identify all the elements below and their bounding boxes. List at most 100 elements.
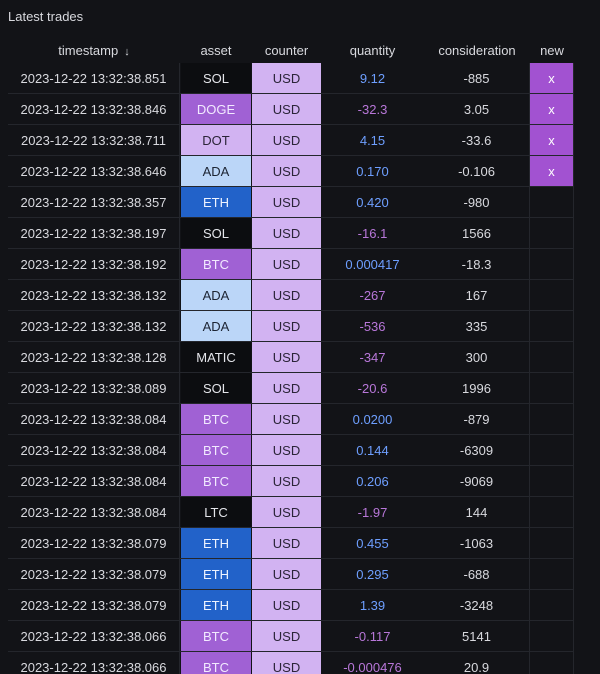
consideration-cell: -0.106	[424, 156, 530, 186]
column-header-new[interactable]: new	[540, 42, 564, 58]
counter-cell: USD	[252, 621, 321, 651]
asset-cell: SOL	[181, 218, 251, 248]
table-row: 2023-12-22 13:32:38.846 DOGE USD -32.3 3.05 x	[8, 94, 574, 125]
new-cell	[530, 621, 574, 651]
counter-cell: USD	[252, 435, 321, 465]
quantity-cell: 0.295	[356, 566, 389, 582]
quantity-cell: 9.12	[359, 70, 386, 86]
timestamp-cell: 2023-12-22 13:32:38.851	[8, 63, 180, 93]
counter-cell: USD	[252, 466, 321, 496]
column-header-consideration[interactable]: consideration	[438, 42, 516, 58]
asset-cell: ETH	[181, 590, 251, 620]
timestamp-cell: 2023-12-22 13:32:38.084	[8, 435, 180, 465]
table-row: 2023-12-22 13:32:38.066 BTC USD -0.000476 20…	[8, 652, 574, 674]
new-cell	[530, 342, 574, 372]
asset-cell: LTC	[181, 497, 251, 527]
new-cell	[530, 280, 574, 310]
counter-cell: USD	[252, 249, 321, 279]
asset-cell: ADA	[181, 280, 251, 310]
consideration-cell: 3.05	[424, 94, 530, 124]
counter-cell: USD	[252, 311, 321, 341]
consideration-cell: -980	[424, 187, 530, 217]
quantity-cell: 0.420	[356, 194, 389, 210]
table-header: timestamp ↓ asset counter quantity consid…	[8, 37, 574, 63]
column-header-label: timestamp	[58, 42, 119, 58]
consideration-cell: -688	[424, 559, 530, 589]
consideration-cell: -879	[424, 404, 530, 434]
asset-cell: ETH	[181, 559, 251, 589]
counter-cell: USD	[252, 342, 321, 372]
new-cell	[530, 373, 574, 403]
consideration-cell: 335	[424, 311, 530, 341]
table-row: 2023-12-22 13:32:38.711 DOT USD 4.15 -33.6 x	[8, 125, 574, 156]
quantity-cell: 0.206	[356, 473, 389, 489]
timestamp-cell: 2023-12-22 13:32:38.132	[8, 311, 180, 341]
column-header-quantity[interactable]: quantity	[349, 42, 396, 58]
table-row: 2023-12-22 13:32:38.079 ETH USD 1.39 -3248	[8, 590, 574, 621]
counter-cell: USD	[252, 280, 321, 310]
quantity-cell: -20.6	[357, 380, 388, 396]
timestamp-cell: 2023-12-22 13:32:38.084	[8, 466, 180, 496]
asset-cell: BTC	[181, 466, 251, 496]
timestamp-cell: 2023-12-22 13:32:38.084	[8, 404, 180, 434]
quantity-cell: -0.000476	[343, 659, 402, 674]
counter-cell: USD	[252, 497, 321, 527]
table-row: 2023-12-22 13:32:38.132 ADA USD -536 335	[8, 311, 574, 342]
consideration-cell: -3248	[424, 590, 530, 620]
counter-cell: USD	[252, 125, 321, 155]
table-row: 2023-12-22 13:32:38.128 MATIC USD -347 300	[8, 342, 574, 373]
quantity-cell: -0.117	[354, 628, 391, 644]
timestamp-cell: 2023-12-22 13:32:38.132	[8, 280, 180, 310]
quantity-cell: 0.144	[356, 442, 389, 458]
counter-cell: USD	[252, 590, 321, 620]
asset-cell: ADA	[181, 311, 251, 341]
new-cell	[530, 559, 574, 589]
new-cell	[530, 249, 574, 279]
timestamp-cell: 2023-12-22 13:32:38.128	[8, 342, 180, 372]
asset-cell: BTC	[181, 652, 251, 674]
counter-cell: USD	[252, 404, 321, 434]
asset-cell: BTC	[181, 249, 251, 279]
consideration-cell: 144	[424, 497, 530, 527]
timestamp-cell: 2023-12-22 13:32:38.079	[8, 528, 180, 558]
column-header-asset[interactable]: asset	[200, 42, 232, 58]
new-cell: x	[530, 94, 574, 124]
table-row: 2023-12-22 13:32:38.084 BTC USD 0.0200 -879	[8, 404, 574, 435]
consideration-cell: -9069	[424, 466, 530, 496]
table-row: 2023-12-22 13:32:38.089 SOL USD -20.6 1996	[8, 373, 574, 404]
new-cell	[530, 187, 574, 217]
column-header-counter[interactable]: counter	[264, 42, 309, 58]
counter-cell: USD	[252, 63, 321, 93]
quantity-cell: -267	[359, 287, 386, 303]
asset-cell: DOGE	[181, 94, 251, 124]
new-cell	[530, 528, 574, 558]
table-row: 2023-12-22 13:32:38.646 ADA USD 0.170 -0.106…	[8, 156, 574, 187]
consideration-cell: -18.3	[424, 249, 530, 279]
new-cell	[530, 590, 574, 620]
asset-cell: SOL	[181, 373, 251, 403]
timestamp-cell: 2023-12-22 13:32:38.711	[8, 125, 180, 155]
consideration-cell: 5141	[424, 621, 530, 651]
consideration-cell: 300	[424, 342, 530, 372]
quantity-cell: 0.0200	[352, 411, 393, 427]
sort-descending-icon: ↓	[124, 45, 130, 58]
new-cell	[530, 652, 574, 674]
column-header-timestamp[interactable]: timestamp ↓	[8, 43, 180, 58]
timestamp-cell: 2023-12-22 13:32:38.089	[8, 373, 180, 403]
asset-cell: BTC	[181, 435, 251, 465]
table-row: 2023-12-22 13:32:38.132 ADA USD -267 167	[8, 280, 574, 311]
timestamp-cell: 2023-12-22 13:32:38.079	[8, 559, 180, 589]
consideration-cell: 20.9	[424, 652, 530, 674]
timestamp-cell: 2023-12-22 13:32:38.066	[8, 621, 180, 651]
asset-cell: MATIC	[181, 342, 251, 372]
new-cell	[530, 435, 574, 465]
consideration-cell: 1566	[424, 218, 530, 248]
quantity-cell: -536	[359, 318, 386, 334]
counter-cell: USD	[252, 156, 321, 186]
asset-cell: ETH	[181, 528, 251, 558]
quantity-cell: 0.455	[356, 535, 389, 551]
asset-cell: BTC	[181, 404, 251, 434]
consideration-cell: 1996	[424, 373, 530, 403]
consideration-cell: -885	[424, 63, 530, 93]
